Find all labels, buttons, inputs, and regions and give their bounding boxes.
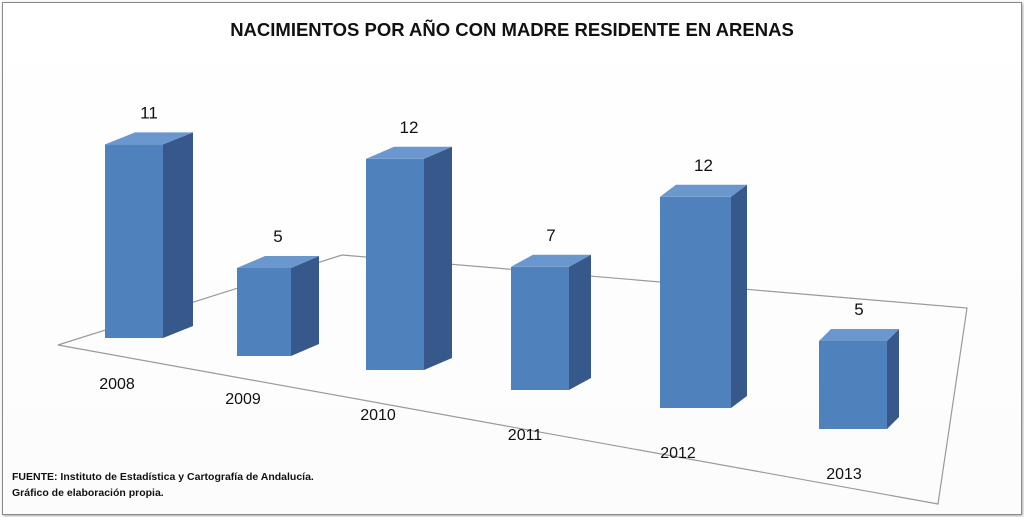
category-label-2012: 2012 bbox=[660, 445, 696, 462]
category-label-2013: 2013 bbox=[826, 466, 862, 483]
bar-side bbox=[424, 146, 452, 370]
source-note: FUENTE: Instituto de Estadística y Carto… bbox=[12, 469, 314, 501]
value-labels-group: 11 5 12 7 12 5 bbox=[140, 103, 864, 319]
value-label-2009: 5 bbox=[273, 227, 282, 246]
bar-side bbox=[569, 254, 591, 390]
bars-group bbox=[105, 132, 899, 429]
bar-2012 bbox=[660, 184, 747, 408]
source-line-1: FUENTE: Instituto de Estadística y Carto… bbox=[12, 471, 314, 483]
bar-2011 bbox=[511, 254, 591, 390]
bar-top bbox=[819, 329, 899, 341]
bar-2013 bbox=[819, 329, 899, 429]
bar-2008 bbox=[105, 132, 193, 338]
bar-top bbox=[105, 132, 193, 145]
value-label-2010: 12 bbox=[400, 118, 419, 137]
bar-front bbox=[366, 158, 424, 370]
category-label-2008: 2008 bbox=[99, 376, 135, 393]
bar-top bbox=[237, 256, 319, 268]
bar-front bbox=[105, 144, 163, 338]
category-label-2011: 2011 bbox=[508, 427, 543, 444]
bar-side bbox=[163, 132, 193, 338]
chart-title: NACIMIENTOS POR AÑO CON MADRE RESIDENTE … bbox=[230, 19, 794, 40]
bar-side bbox=[887, 329, 899, 429]
bar-front bbox=[511, 266, 569, 390]
bar-front bbox=[660, 196, 731, 408]
bar-front bbox=[237, 268, 291, 356]
bar-2010 bbox=[366, 146, 452, 370]
value-label-2013: 5 bbox=[854, 300, 863, 319]
category-label-2009: 2009 bbox=[225, 391, 261, 408]
value-label-2008: 11 bbox=[140, 103, 158, 122]
value-label-2012: 12 bbox=[694, 156, 713, 175]
bar-top bbox=[660, 184, 747, 197]
source-line-2: Gráfico de elaboración propia. bbox=[12, 487, 164, 499]
bar-top bbox=[511, 254, 591, 267]
value-label-2011: 7 bbox=[546, 226, 555, 245]
bar-side bbox=[731, 184, 747, 408]
category-label-2010: 2010 bbox=[360, 407, 396, 424]
category-labels-group: 2008 2009 2010 2011 2012 2013 bbox=[99, 376, 862, 483]
bar-side bbox=[291, 256, 319, 356]
bar-2009 bbox=[237, 256, 319, 356]
bar-front bbox=[819, 341, 887, 429]
bar-top bbox=[366, 146, 452, 159]
